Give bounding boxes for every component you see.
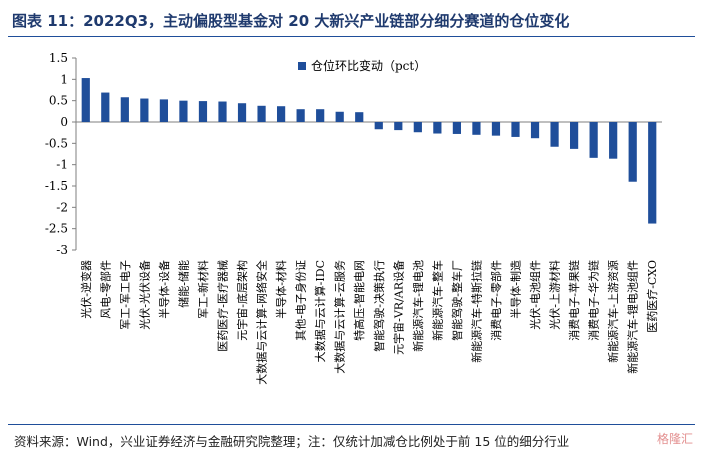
bar: [276, 106, 286, 122]
x-category-label: 消费电子-华为链: [587, 260, 601, 341]
bar: [550, 122, 559, 147]
y-tick-label: 1.5: [49, 51, 68, 65]
y-tick-label: -2.5: [45, 222, 68, 236]
x-category-label: 军工-新材料: [196, 260, 210, 319]
bar: [413, 122, 422, 133]
x-category-label: 元宇宙-VR/AR设备: [391, 260, 405, 355]
x-category-label: 大数据与云计算-IDC: [313, 260, 327, 362]
y-tick-label: -1.5: [45, 179, 68, 193]
legend-swatch: [298, 62, 306, 70]
x-category-label: 半导体-材料: [274, 260, 288, 319]
x-category-label: 光伏-电池组件: [528, 260, 542, 330]
bar: [491, 122, 501, 136]
bar: [316, 109, 325, 122]
bar: [257, 105, 266, 122]
bar: [101, 92, 110, 122]
bar: [179, 100, 188, 122]
y-tick-label: -2: [56, 200, 68, 214]
legend-label: 仓位环比变动（pct）: [311, 58, 426, 73]
watermark-logo: 格隆汇: [656, 432, 693, 446]
y-tick-label: 0.5: [49, 94, 68, 108]
bar: [394, 122, 403, 131]
x-category-label: 新能源汽车-锂电池: [411, 260, 425, 352]
bar: [159, 99, 169, 122]
x-category-label: 新能源汽车-锂电池组件: [626, 260, 640, 374]
source-note: 资料来源：Wind，兴业证券经济与金融研究院整理；注：仅统计加减仓比例处于前 1…: [14, 434, 570, 449]
bar: [374, 122, 383, 130]
x-category-label: 特高压-智能电网: [352, 260, 366, 341]
x-category-label: 消费电子-苹果链: [567, 260, 581, 341]
bar: [609, 122, 618, 159]
x-category-label: 其他-电子身份证: [294, 260, 308, 341]
bar: [530, 122, 540, 139]
x-category-label: 智能驾驶-整车厂: [450, 260, 464, 341]
x-category-label: 医药医疗-医疗器械: [216, 260, 230, 352]
bar: [569, 122, 579, 149]
x-category-label: 光伏-光伏设备: [137, 260, 151, 330]
y-tick-label: -1: [56, 158, 68, 172]
bar: [452, 122, 462, 134]
bar: [511, 122, 520, 137]
x-category-label: 大数据与云计算-网络安全: [255, 260, 269, 385]
bar-chart: 1.510.50-0.5-1-1.5-2-2.5-3光伏-逆变器 风电-零部件 军工…: [45, 51, 662, 385]
y-tick-label: -0.5: [45, 136, 68, 150]
bar: [355, 112, 364, 122]
x-category-label: 光伏-逆变器: [79, 260, 93, 319]
bar: [237, 103, 247, 122]
x-category-label: 光伏-上游材料: [548, 260, 562, 330]
bar: [648, 122, 657, 224]
bar: [140, 98, 149, 122]
x-category-label: 大数据与云计算-云服务: [333, 260, 347, 374]
x-category-label: 军工-军工电子: [119, 260, 132, 330]
x-category-label: 新能源汽车-上游资源: [606, 260, 620, 363]
x-category-label: 智能驾驶-决策执行: [372, 260, 386, 352]
bar: [433, 122, 442, 134]
bar: [628, 122, 637, 182]
bar: [472, 122, 481, 135]
x-category-label: 医药医疗-CXO: [645, 260, 659, 333]
bar: [335, 111, 344, 122]
bar: [81, 78, 90, 122]
bar: [296, 109, 305, 122]
y-tick-label: -3: [56, 243, 68, 257]
x-category-label: 新能源汽车-整车: [430, 260, 444, 341]
title-bar: 图表 11：2022Q3，主动偏股型基金对 20 大新兴产业链部分细分赛道的仓位…: [8, 6, 695, 37]
x-category-label: 消费电子-零部件: [489, 260, 503, 341]
x-category-label: 风电-零部件: [98, 260, 112, 319]
y-tick-label: 0: [60, 115, 68, 129]
bar: [589, 122, 598, 158]
x-category-label: 半导体-制造: [509, 260, 523, 319]
x-category-label: 半导体-设备: [157, 260, 171, 319]
footer-divider: [8, 424, 695, 425]
bar: [198, 101, 208, 122]
bar: [218, 101, 227, 122]
x-category-label: 新能源汽车-特斯拉链: [469, 260, 483, 363]
y-tick-label: 1: [60, 72, 68, 86]
chart-title: 图表 11：2022Q3，主动偏股型基金对 20 大新兴产业链部分细分赛道的仓位…: [12, 12, 570, 30]
x-category-label: 储能-储能: [176, 260, 190, 308]
bar: [120, 97, 129, 122]
x-category-label: 元宇宙-底层架构: [235, 260, 249, 341]
